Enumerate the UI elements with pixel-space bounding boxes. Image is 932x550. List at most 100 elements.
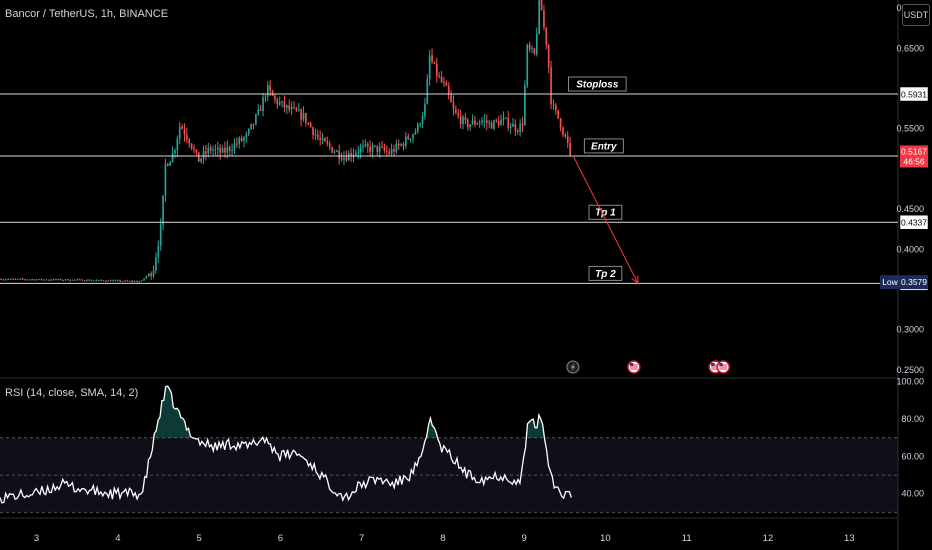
candle-body bbox=[150, 273, 152, 277]
candle-body bbox=[333, 151, 336, 153]
candle-body bbox=[24, 279, 26, 281]
candle-body bbox=[276, 99, 279, 105]
candle-body bbox=[502, 117, 505, 120]
candle-body bbox=[512, 123, 514, 127]
candle-body bbox=[314, 134, 317, 136]
time-tick-label: 3 bbox=[34, 533, 39, 544]
candle-body bbox=[388, 151, 391, 154]
level-label-stoploss: Stoploss bbox=[576, 80, 619, 91]
time-tick-label: 4 bbox=[115, 533, 120, 544]
candle-body bbox=[45, 279, 48, 281]
candle-body bbox=[450, 94, 452, 103]
candle-body bbox=[445, 82, 448, 86]
candle-body bbox=[197, 152, 200, 162]
last-price-label: 0.5167 bbox=[901, 146, 927, 156]
candle-body bbox=[466, 119, 469, 128]
candle-body bbox=[47, 279, 50, 281]
candle-body bbox=[83, 280, 86, 282]
candle-body bbox=[281, 101, 283, 103]
currency-button[interactable]: USDT bbox=[902, 4, 930, 26]
candle-body bbox=[245, 133, 248, 138]
candle-body bbox=[88, 279, 91, 281]
candle-body bbox=[426, 79, 429, 104]
candle-body bbox=[521, 123, 524, 125]
candle-body bbox=[5, 279, 7, 281]
candle-body bbox=[478, 122, 481, 124]
candle-body bbox=[250, 123, 252, 129]
candle-body bbox=[188, 139, 191, 144]
candle-body bbox=[338, 150, 341, 159]
candle-body bbox=[2, 279, 5, 281]
candle-body bbox=[564, 134, 567, 137]
last-price-countdown: 46:56 bbox=[903, 156, 925, 166]
candle-body bbox=[264, 96, 267, 98]
projection-arrow-line bbox=[572, 155, 639, 284]
candle-body bbox=[131, 280, 133, 282]
candle-body bbox=[390, 149, 393, 154]
candle-body bbox=[116, 280, 119, 282]
candle-body bbox=[40, 278, 43, 280]
time-tick-label: 9 bbox=[522, 533, 527, 544]
candle-body bbox=[81, 279, 83, 281]
candle-body bbox=[500, 119, 502, 126]
candle-body bbox=[474, 120, 476, 125]
candle-body bbox=[55, 279, 57, 281]
rsi-title: RSI (14, close, SMA, 14, 2) bbox=[5, 387, 139, 399]
candle-body bbox=[519, 123, 521, 133]
candle-body bbox=[166, 163, 169, 166]
symbol-title: Bancor / TetherUS, 1h, BINANCE bbox=[5, 8, 169, 20]
candle-body bbox=[193, 148, 195, 150]
candle-body bbox=[228, 147, 231, 151]
candle-body bbox=[305, 113, 307, 123]
candle-body bbox=[526, 44, 529, 86]
candle-body bbox=[124, 280, 126, 282]
candle-body bbox=[240, 138, 243, 141]
candle-body bbox=[471, 120, 474, 125]
candle-body bbox=[12, 278, 14, 280]
candle-body bbox=[133, 281, 136, 283]
candle-body bbox=[381, 146, 383, 148]
events bbox=[566, 360, 731, 374]
candles bbox=[0, 0, 571, 283]
candle-body bbox=[440, 76, 443, 82]
level-label-tp-2: Tp 2 bbox=[595, 269, 616, 280]
candle-body bbox=[67, 279, 69, 281]
candle-body bbox=[109, 280, 112, 282]
candle-body bbox=[552, 104, 555, 106]
candle-body bbox=[302, 113, 305, 120]
candle-body bbox=[416, 124, 419, 132]
level-price-tag: 0.5931 bbox=[901, 90, 927, 100]
level-label-entry: Entry bbox=[591, 141, 617, 152]
candle-body bbox=[452, 102, 455, 110]
candle-body bbox=[362, 145, 364, 148]
candle-body bbox=[359, 147, 362, 153]
candle-body bbox=[321, 138, 324, 140]
candle-body bbox=[262, 97, 264, 111]
candle-body bbox=[247, 128, 250, 134]
candle-body bbox=[531, 48, 533, 50]
candle-body bbox=[169, 161, 172, 166]
candle-body bbox=[95, 280, 98, 282]
time-tick-label: 13 bbox=[844, 533, 855, 544]
candle-body bbox=[438, 76, 441, 78]
level-label-box bbox=[588, 265, 623, 281]
candle-body bbox=[36, 279, 38, 281]
candle-body bbox=[202, 151, 205, 159]
candle-body bbox=[462, 116, 464, 124]
candle-body bbox=[74, 279, 76, 281]
candle-body bbox=[543, 10, 545, 28]
candle-body bbox=[233, 143, 236, 151]
candle-body bbox=[559, 118, 562, 128]
candle-body bbox=[326, 141, 329, 144]
candle-body bbox=[57, 279, 60, 281]
candle-body bbox=[528, 44, 531, 49]
candle-body bbox=[181, 126, 183, 130]
candle-body bbox=[159, 224, 162, 246]
rsi-line bbox=[0, 385, 572, 504]
candle-body bbox=[155, 257, 157, 271]
candle-body bbox=[64, 279, 67, 281]
candle-body bbox=[485, 120, 488, 124]
candle-body bbox=[409, 138, 412, 140]
